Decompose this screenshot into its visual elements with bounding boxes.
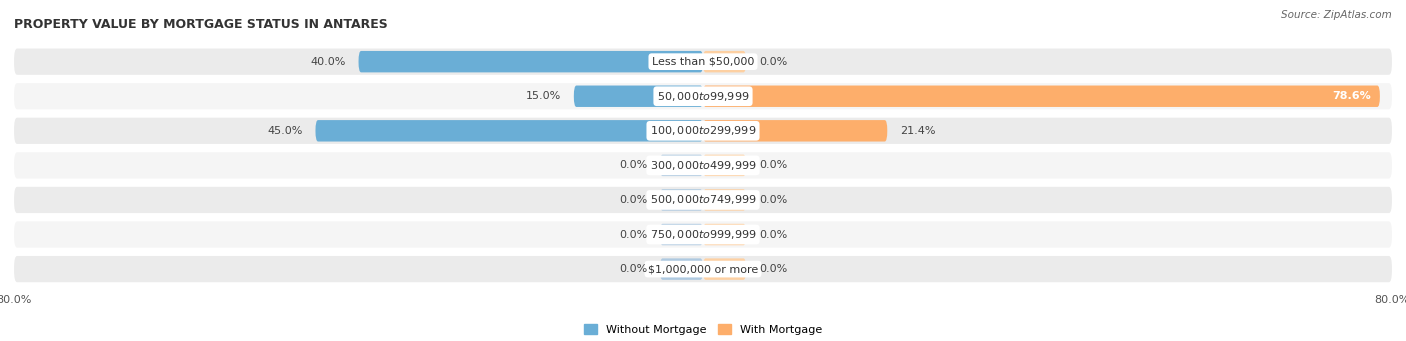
FancyBboxPatch shape <box>703 258 747 280</box>
FancyBboxPatch shape <box>14 187 1392 213</box>
Text: 0.0%: 0.0% <box>759 57 787 66</box>
FancyBboxPatch shape <box>14 221 1392 248</box>
Text: $500,000 to $749,999: $500,000 to $749,999 <box>650 193 756 206</box>
Text: 15.0%: 15.0% <box>526 91 561 101</box>
Legend: Without Mortgage, With Mortgage: Without Mortgage, With Mortgage <box>579 320 827 339</box>
Text: $50,000 to $99,999: $50,000 to $99,999 <box>657 90 749 103</box>
FancyBboxPatch shape <box>659 155 703 176</box>
FancyBboxPatch shape <box>659 258 703 280</box>
Text: 0.0%: 0.0% <box>619 195 647 205</box>
Text: 0.0%: 0.0% <box>619 160 647 170</box>
Text: 0.0%: 0.0% <box>759 264 787 274</box>
Text: $300,000 to $499,999: $300,000 to $499,999 <box>650 159 756 172</box>
Text: 40.0%: 40.0% <box>311 57 346 66</box>
Text: Less than $50,000: Less than $50,000 <box>652 57 754 66</box>
FancyBboxPatch shape <box>703 224 747 245</box>
Text: 0.0%: 0.0% <box>619 264 647 274</box>
Text: $100,000 to $299,999: $100,000 to $299,999 <box>650 124 756 137</box>
FancyBboxPatch shape <box>359 51 703 72</box>
FancyBboxPatch shape <box>574 86 703 107</box>
FancyBboxPatch shape <box>703 51 747 72</box>
Text: 0.0%: 0.0% <box>759 229 787 239</box>
FancyBboxPatch shape <box>659 224 703 245</box>
Text: Source: ZipAtlas.com: Source: ZipAtlas.com <box>1281 10 1392 20</box>
Text: 45.0%: 45.0% <box>267 126 302 136</box>
Text: 21.4%: 21.4% <box>900 126 936 136</box>
Text: $750,000 to $999,999: $750,000 to $999,999 <box>650 228 756 241</box>
FancyBboxPatch shape <box>14 152 1392 179</box>
FancyBboxPatch shape <box>703 86 1379 107</box>
FancyBboxPatch shape <box>703 189 747 211</box>
FancyBboxPatch shape <box>14 256 1392 282</box>
FancyBboxPatch shape <box>703 120 887 142</box>
FancyBboxPatch shape <box>14 83 1392 109</box>
Text: 0.0%: 0.0% <box>619 229 647 239</box>
FancyBboxPatch shape <box>315 120 703 142</box>
FancyBboxPatch shape <box>14 118 1392 144</box>
Text: PROPERTY VALUE BY MORTGAGE STATUS IN ANTARES: PROPERTY VALUE BY MORTGAGE STATUS IN ANT… <box>14 17 388 31</box>
FancyBboxPatch shape <box>703 155 747 176</box>
Text: $1,000,000 or more: $1,000,000 or more <box>648 264 758 274</box>
Text: 78.6%: 78.6% <box>1333 91 1371 101</box>
Text: 0.0%: 0.0% <box>759 160 787 170</box>
FancyBboxPatch shape <box>14 48 1392 75</box>
FancyBboxPatch shape <box>659 189 703 211</box>
Text: 0.0%: 0.0% <box>759 195 787 205</box>
